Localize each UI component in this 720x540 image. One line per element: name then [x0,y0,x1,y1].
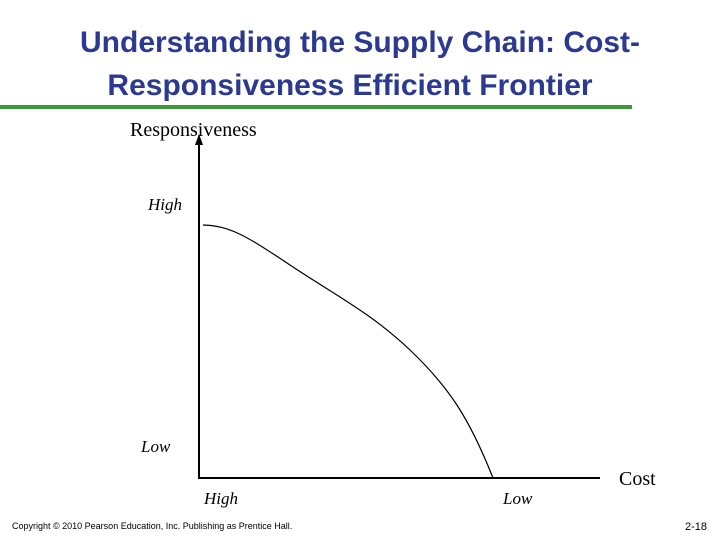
copyright: Copyright © 2010 Pearson Education, Inc.… [12,521,292,531]
x-low: Low [502,489,533,508]
y-high: High [147,195,182,214]
title-line: Understanding the Supply Chain: Cost- [80,26,640,59]
title-rule [0,105,632,109]
title-line: Responsiveness Efficient Frontier [107,69,592,102]
x-axis-label: Cost [619,468,656,490]
y-low: Low [140,437,171,456]
y-arrow [195,134,203,145]
frontier-curve [202,224,494,479]
x-high: High [203,489,238,508]
y-axis-label: Responsiveness [130,119,257,141]
page-number: 2-18 [685,521,707,533]
